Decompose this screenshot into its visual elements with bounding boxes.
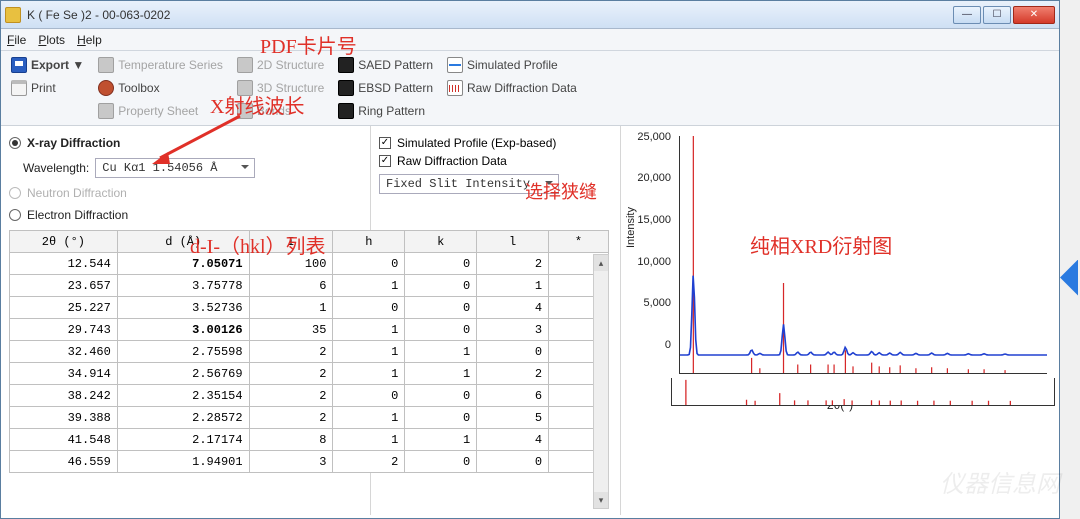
table-scrollbar[interactable]: ▴ ▾	[593, 254, 609, 509]
ring-icon	[338, 103, 354, 119]
peak-strip[interactable]	[671, 378, 1055, 406]
export-button[interactable]: Export ▼	[7, 55, 88, 75]
toolbox-button[interactable]: Toolbox	[94, 78, 227, 98]
temp-icon	[98, 57, 114, 73]
print-button[interactable]: Print	[7, 78, 88, 98]
sim-icon	[447, 57, 463, 73]
maximize-button[interactable]: ☐	[983, 6, 1011, 24]
xrd-chart[interactable]: Intensity 05,00010,00015,00020,00025,000…	[629, 132, 1051, 412]
toolbox-icon	[98, 80, 114, 96]
wavelength-label: Wavelength:	[23, 161, 89, 175]
menu-file[interactable]: File	[7, 33, 26, 47]
side-collapse-handle[interactable]	[1060, 260, 1078, 296]
minimize-button[interactable]: —	[953, 6, 981, 24]
scroll-up-icon[interactable]: ▴	[594, 255, 608, 271]
window-title: K ( Fe Se )2 - 00-063-0202	[27, 8, 953, 22]
raw-data-check[interactable]: ✓Raw Diffraction Data	[379, 154, 612, 168]
app-icon	[5, 7, 21, 23]
ebsd-button[interactable]: EBSD Pattern	[334, 78, 437, 98]
scroll-down-icon[interactable]: ▾	[594, 492, 608, 508]
2d-icon	[237, 57, 253, 73]
sheet-icon	[98, 103, 114, 119]
print-icon	[11, 80, 27, 96]
raw-icon	[447, 80, 463, 96]
saed-icon	[338, 57, 354, 73]
diffraction-table: 2θ (°)d (Å)Ihkl*12.5447.0507110000223.65…	[9, 230, 362, 509]
2d-structure-button[interactable]: 2D Structure	[233, 55, 328, 75]
sim-profile-button[interactable]: Simulated Profile	[443, 55, 581, 75]
neutron-radio[interactable]: Neutron Diffraction	[9, 186, 362, 200]
menu-plots[interactable]: Plots	[38, 33, 65, 47]
menu-help[interactable]: Help	[77, 33, 102, 47]
sim-profile-check[interactable]: ✓Simulated Profile (Exp-based)	[379, 136, 612, 150]
3d-icon	[237, 80, 253, 96]
electron-radio[interactable]: Electron Diffraction	[9, 208, 362, 222]
title-bar: K ( Fe Se )2 - 00-063-0202 — ☐ ✕	[1, 1, 1059, 29]
menu-bar: File Plots Help	[1, 29, 1059, 51]
save-icon	[11, 57, 27, 73]
saed-button[interactable]: SAED Pattern	[334, 55, 437, 75]
ring-button[interactable]: Ring Pattern	[334, 101, 437, 121]
close-button[interactable]: ✕	[1013, 6, 1055, 24]
slit-select[interactable]: Fixed Slit Intensity	[379, 174, 559, 194]
raw-diff-button[interactable]: Raw Diffraction Data	[443, 78, 581, 98]
temp-series-button[interactable]: Temperature Series	[94, 55, 227, 75]
3d-structure-button[interactable]: 3D Structure	[233, 78, 328, 98]
ebsd-icon	[338, 80, 354, 96]
